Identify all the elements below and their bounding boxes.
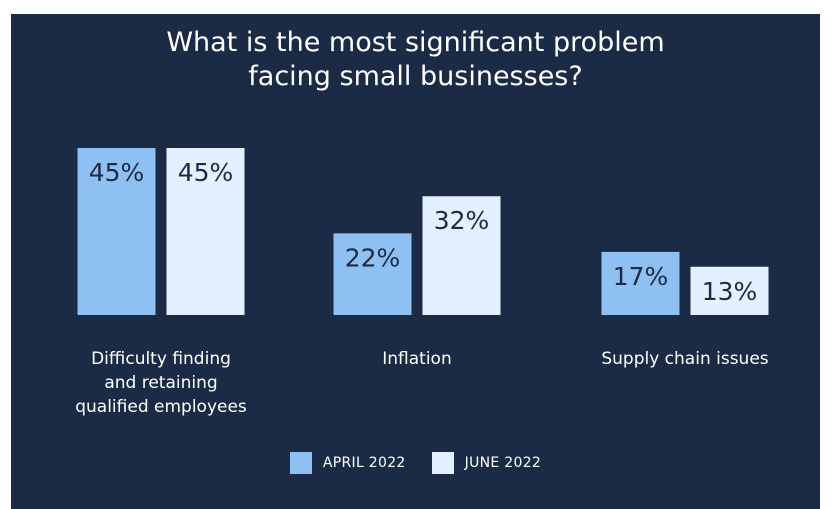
legend-label-june: JUNE 2022 — [464, 455, 542, 471]
legend-item-june: JUNE 2022 — [431, 452, 542, 474]
category-label-difficulty-line-3: qualified employees — [75, 397, 247, 417]
category-label-difficulty-line-2: and retaining — [104, 373, 217, 393]
data-label-supply-chain-june: 13% — [702, 277, 758, 306]
bar-supply-chain-april — [601, 251, 680, 315]
bar-inflation-june — [422, 196, 501, 315]
data-label-difficulty-june: 45% — [178, 158, 234, 187]
category-label-supply-chain-line-1: Supply chain issues — [601, 349, 768, 369]
legend-swatch-june — [431, 452, 454, 474]
chart-panel: What is the most significant problem fac… — [11, 14, 820, 509]
legend-swatch-april — [289, 452, 312, 474]
legend: APRIL 2022 JUNE 2022 — [11, 452, 820, 474]
data-label-difficulty-april: 45% — [89, 158, 145, 187]
bar-difficulty-april — [77, 148, 156, 315]
chart-title: What is the most significant problem fac… — [11, 26, 820, 94]
data-label-supply-chain-april: 17% — [613, 262, 669, 291]
legend-label-april: APRIL 2022 — [322, 455, 406, 471]
legend-item-april: APRIL 2022 — [289, 452, 406, 474]
bar-difficulty-june — [166, 148, 245, 315]
chart-title-line-2: facing small businesses? — [248, 61, 583, 92]
category-label-inflation-line-1: Inflation — [382, 349, 451, 369]
data-label-inflation-june: 32% — [434, 206, 490, 235]
bar-inflation-april — [333, 233, 412, 315]
bar-supply-chain-june — [690, 266, 769, 315]
category-label-difficulty-line-1: Difficulty finding — [91, 349, 231, 369]
bar-chart: 45% 45% Difficulty finding and retaining qua… — [75, 148, 769, 417]
chart-title-line-1: What is the most significant problem — [166, 27, 665, 58]
data-label-inflation-april: 22% — [345, 243, 401, 272]
